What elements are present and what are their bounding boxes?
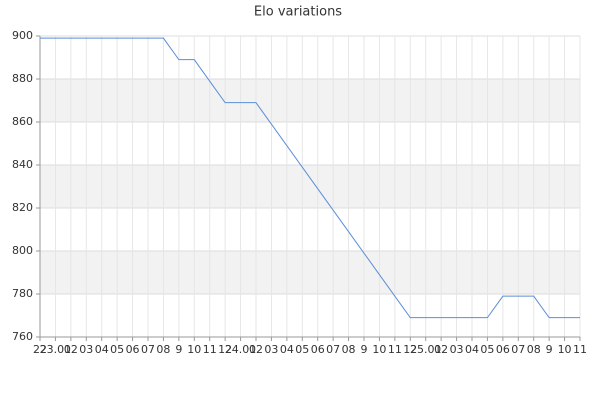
line xyxy=(40,37,580,319)
x-tick-label: 11 xyxy=(388,343,402,356)
y-tick-label: 840 xyxy=(12,158,33,171)
x-tick-label: 08 xyxy=(527,343,541,356)
x-tick-label: 03 xyxy=(79,343,93,356)
x-tick-label: 11 xyxy=(203,343,217,356)
x-tick-label: 22 xyxy=(33,343,47,356)
x-tick-label: 08 xyxy=(156,343,170,356)
x-tick-label: 05 xyxy=(295,343,309,356)
x-tick-label: 12 xyxy=(218,343,232,356)
x-tick-label: 11 xyxy=(573,343,587,356)
y-tick-label: 760 xyxy=(12,330,33,343)
x-tick-label: 12 xyxy=(403,343,417,356)
x-tick-label: 04 xyxy=(465,343,479,356)
x-tick-label: 05 xyxy=(110,343,124,356)
x-tick-label: 06 xyxy=(126,343,140,356)
x-tick-label: 06 xyxy=(311,343,325,356)
x-tick-label: 07 xyxy=(511,343,525,356)
x-tick-label: 07 xyxy=(141,343,155,356)
x-tick-label: 03 xyxy=(264,343,278,356)
x-tick-label: 25.01 xyxy=(410,343,442,356)
grid-band xyxy=(40,79,580,122)
x-tick-label: 10 xyxy=(187,343,201,356)
x-tick-label: 04 xyxy=(95,343,109,356)
x-tick-label: 02 xyxy=(249,343,263,356)
y-tick-label: 860 xyxy=(12,115,33,128)
x-tick-label: 08 xyxy=(342,343,356,356)
grid-band xyxy=(40,165,580,208)
y-tick-label: 820 xyxy=(12,201,33,214)
y-tick-label: 800 xyxy=(12,244,33,257)
y-tick-label: 900 xyxy=(12,29,33,42)
x-tick-label: 24.01 xyxy=(225,343,257,356)
x-tick-label: 9 xyxy=(546,343,553,356)
x-tick-label: 07 xyxy=(326,343,340,356)
x-tick-label: 9 xyxy=(361,343,368,356)
x-tick-label: 03 xyxy=(450,343,464,356)
x-tick-label: 02 xyxy=(64,343,78,356)
x-tick-label: 04 xyxy=(280,343,294,356)
x-tick-label: 9 xyxy=(175,343,182,356)
x-tick-label: 23.01 xyxy=(40,343,72,356)
y-tick-label: 880 xyxy=(12,72,33,85)
x-tick-label: 05 xyxy=(480,343,494,356)
x-tick-label: 10 xyxy=(558,343,572,356)
chart-title: Elo variations xyxy=(254,5,342,20)
grid-band xyxy=(40,251,580,294)
x-tick-label: 10 xyxy=(372,343,386,356)
y-tick-label: 780 xyxy=(12,287,33,300)
x-tick-label: 06 xyxy=(496,343,510,356)
x-tick-label: 02 xyxy=(434,343,448,356)
